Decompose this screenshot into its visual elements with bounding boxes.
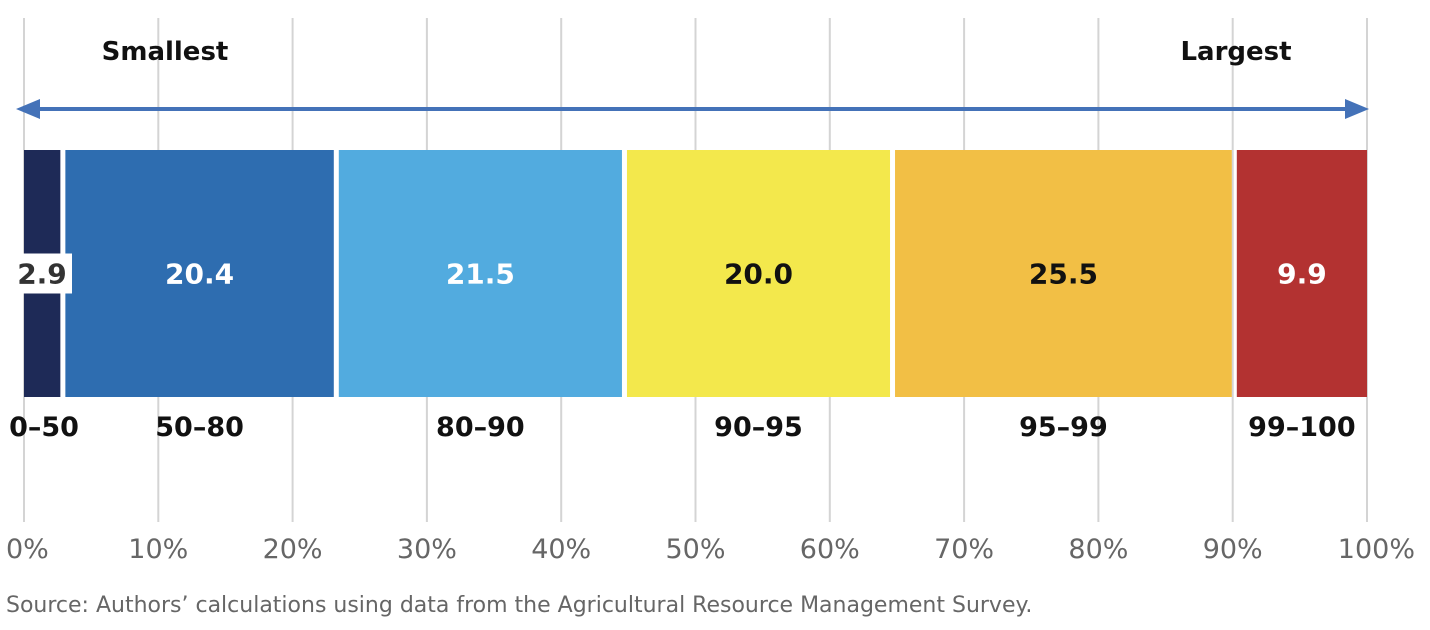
value-label-background — [12, 253, 72, 294]
largest-label: Largest — [1180, 37, 1291, 67]
x-axis-ticks: 0% 10% 20% 30% 40% 50% 60% 70% 80% 90% 100% — [6, 534, 1415, 565]
category-label: 95–99 — [1019, 412, 1108, 443]
smallest-label: Smallest — [102, 37, 229, 67]
bar-segment — [1236, 150, 1367, 397]
x-tick-label: 90% — [1203, 534, 1263, 565]
arrow-head-left — [16, 99, 40, 119]
category-label: 50–80 — [155, 412, 244, 443]
category-label: 0–50 — [9, 412, 79, 443]
x-tick-label: 20% — [263, 534, 323, 565]
x-tick-label: 60% — [800, 534, 860, 565]
x-tick-label: 70% — [934, 534, 994, 565]
x-tick-label: 30% — [397, 534, 457, 565]
value-label: 20.0 — [724, 258, 793, 291]
source-note: Source: Authors’ calculations using data… — [6, 593, 1032, 618]
size-arrow — [16, 99, 1369, 119]
value-label: 21.5 — [446, 258, 515, 291]
value-label: 20.4 — [165, 258, 234, 291]
bar-segment — [895, 150, 1232, 397]
x-tick-label: 80% — [1068, 534, 1128, 565]
x-tick-label: 10% — [128, 534, 188, 565]
value-label: 2.9 — [17, 258, 67, 291]
value-label: 25.5 — [1029, 258, 1098, 291]
bar-segment — [338, 150, 622, 397]
arrow-head-right — [1345, 99, 1369, 119]
value-labels: 2.9 20.4 21.5 20.0 25.5 9.9 — [12, 253, 1327, 294]
bar-segment — [626, 150, 891, 397]
category-label: 90–95 — [714, 412, 803, 443]
value-label: 9.9 — [1277, 258, 1327, 291]
category-labels: 0–50 50–80 80–90 90–95 95–99 99–100 — [9, 412, 1356, 443]
bar-segment — [65, 150, 334, 397]
x-tick-label: 50% — [665, 534, 725, 565]
category-label: 80–90 — [436, 412, 525, 443]
x-tick-label: 100% — [1338, 534, 1415, 565]
x-tick-label: 0% — [6, 534, 49, 565]
x-tick-label: 40% — [531, 534, 591, 565]
category-label: 99–100 — [1248, 412, 1355, 443]
